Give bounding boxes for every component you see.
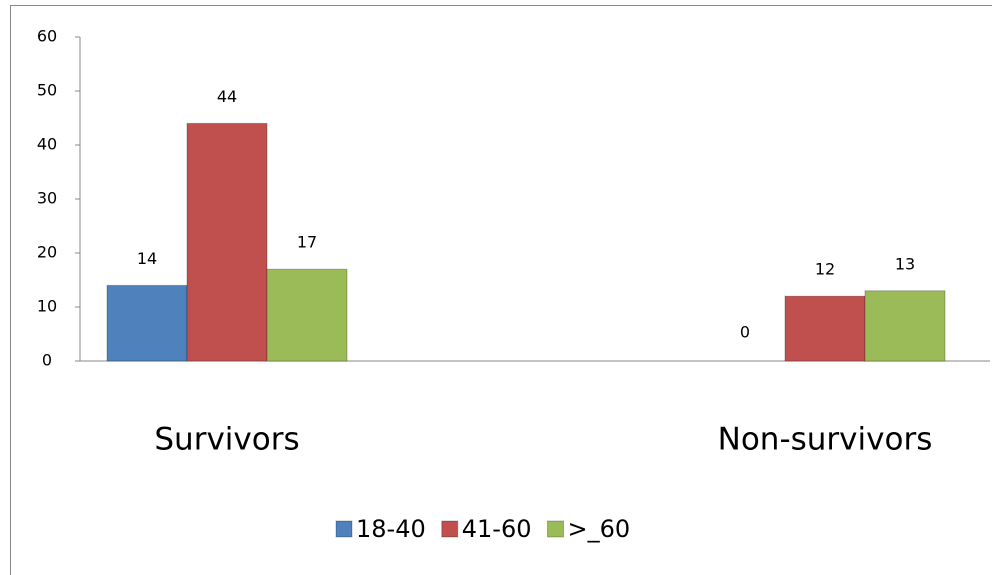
y-tick-label: 60: [37, 27, 57, 46]
y-tick-label: 30: [37, 189, 57, 208]
data-label: 12: [815, 260, 835, 279]
y-tick-label: 20: [37, 243, 57, 262]
data-label: 17: [297, 233, 317, 252]
y-tick-label: 40: [37, 135, 57, 154]
legend-swatch: [547, 520, 564, 538]
data-label: 0: [740, 323, 750, 342]
legend-label: 41-60: [462, 515, 532, 543]
legend-swatch: [335, 520, 353, 538]
y-tick-label: 10: [37, 297, 57, 316]
legend-label: 18-40: [356, 515, 426, 543]
bar: [784, 295, 866, 362]
y-tick-label: 0: [42, 351, 52, 370]
y-tick-label: 50: [37, 81, 57, 100]
data-label: 13: [895, 254, 915, 273]
bar: [266, 268, 348, 362]
legend-swatch: [441, 520, 459, 538]
bar: [106, 284, 188, 362]
data-label: 14: [137, 249, 157, 268]
bar: [864, 290, 946, 362]
data-label: 44: [217, 87, 237, 106]
chart-frame: [10, 5, 992, 575]
x-tick-label: Non-survivors: [718, 422, 933, 458]
x-tick-label: Survivors: [154, 422, 299, 458]
bar: [186, 122, 268, 362]
legend-label: >_60: [568, 515, 631, 543]
